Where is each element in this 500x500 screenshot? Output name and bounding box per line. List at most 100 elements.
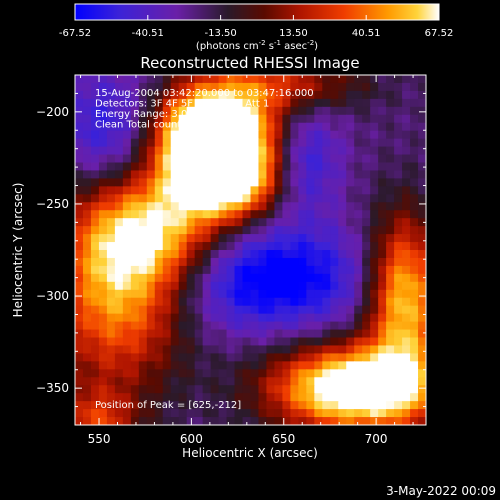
heatmap-cell	[306, 337, 315, 347]
heatmap-cell	[258, 82, 268, 92]
heatmap-cell	[75, 98, 84, 108]
heatmap-cell	[258, 75, 268, 84]
heatmap-cell	[418, 321, 426, 331]
heatmap-cell	[402, 242, 411, 251]
heatmap-cell	[178, 178, 188, 187]
heatmap-cell	[354, 337, 363, 347]
heatmap-cell	[258, 329, 268, 339]
heatmap-cell	[266, 202, 276, 211]
heatmap-cell	[130, 146, 140, 156]
heatmap-cell	[82, 75, 92, 84]
heatmap-cell	[306, 377, 315, 386]
heatmap-cell	[378, 329, 387, 339]
heatmap-cell	[362, 313, 371, 323]
heatmap-cell	[218, 257, 228, 267]
heatmap-cell	[186, 297, 196, 307]
heatmap-cell	[362, 130, 371, 140]
heatmap-cell	[218, 289, 228, 299]
heatmap-cell	[274, 289, 284, 299]
heatmap-cell	[90, 305, 100, 315]
heatmap-cell	[186, 409, 196, 418]
heatmap-cell	[186, 329, 196, 339]
heatmap-cell	[202, 273, 212, 283]
x-axis-ticks: 550 600 650 700	[80, 75, 414, 446]
heatmap-cell	[298, 114, 307, 124]
heatmap-cell	[98, 289, 108, 299]
heatmap-cell	[154, 250, 164, 259]
heatmap-cell	[82, 393, 92, 402]
heatmap-cell	[202, 75, 212, 84]
heatmap-cell	[314, 377, 323, 386]
heatmap-cell	[394, 377, 403, 386]
heatmap-cell	[162, 114, 172, 124]
heatmap-cell	[218, 345, 228, 354]
heatmap-cell	[330, 401, 339, 410]
heatmap-cell	[386, 353, 395, 362]
heatmap-cell	[226, 162, 236, 172]
heatmap-cell	[290, 178, 299, 187]
heatmap-cell	[250, 242, 260, 251]
heatmap-cell	[314, 186, 323, 195]
heatmap-cell	[162, 345, 172, 354]
heatmap-cell	[154, 393, 164, 402]
heatmap-cell	[226, 170, 236, 179]
heatmap-cell	[210, 98, 220, 108]
heatmap-cell	[418, 281, 426, 291]
heatmap-cell	[346, 281, 355, 291]
heatmap-cell	[122, 138, 132, 148]
heatmap-cell	[146, 75, 156, 84]
heatmap-cell	[290, 417, 299, 425]
heatmap-cell	[98, 385, 108, 394]
heatmap-cell	[410, 257, 419, 267]
heatmap-cell	[162, 186, 172, 195]
heatmap-cell	[170, 313, 180, 323]
heatmap-cell	[210, 377, 220, 386]
heatmap-cell	[282, 138, 291, 148]
heatmap-cell	[186, 393, 196, 402]
heatmap-cell	[82, 154, 92, 164]
heatmap-cell	[402, 234, 411, 243]
heatmap-cell	[218, 242, 228, 251]
heatmap-cell	[322, 345, 331, 354]
heatmap-cell	[154, 417, 164, 425]
heatmap-cell	[114, 265, 124, 275]
heatmap-cell	[250, 337, 260, 347]
heatmap-cell	[194, 281, 204, 291]
heatmap-cell	[194, 162, 204, 172]
heatmap-cell	[386, 186, 395, 195]
heatmap-cell	[82, 82, 92, 92]
heatmap-cell	[218, 273, 228, 283]
heatmap-cell	[194, 369, 204, 378]
heatmap-cell	[234, 75, 244, 84]
heatmap-cell	[274, 138, 284, 148]
heatmap-cell	[258, 369, 268, 378]
heatmap-cell	[354, 257, 363, 267]
heatmap-cell	[250, 281, 260, 291]
heatmap-cell	[370, 226, 379, 235]
heatmap-cell	[402, 170, 411, 179]
heatmap-cell	[410, 401, 419, 410]
heatmap-cell	[162, 313, 172, 323]
heatmap-cell	[75, 122, 84, 132]
heatmap-cell	[202, 122, 212, 132]
heatmap-cell	[402, 289, 411, 299]
heatmap-cell	[130, 122, 140, 132]
heatmap-cell	[370, 218, 379, 227]
heatmap-cell	[258, 242, 268, 251]
heatmap-cell	[410, 265, 419, 275]
heatmap-cell	[250, 385, 260, 394]
heatmap-cell	[114, 305, 124, 315]
heatmap-cell	[306, 329, 315, 339]
heatmap-cell	[346, 361, 355, 370]
heatmap-cell	[394, 130, 403, 140]
heatmap-cell	[226, 186, 236, 195]
heatmap-cell	[258, 218, 268, 227]
heatmap-cell	[250, 393, 260, 402]
heatmap-cell	[418, 82, 426, 92]
heatmap-cell	[338, 289, 347, 299]
heatmap-cell	[250, 122, 260, 132]
heatmap-cell	[370, 353, 379, 362]
heatmap-cell	[226, 154, 236, 164]
heatmap-cell	[346, 106, 355, 116]
heatmap-cell	[226, 114, 236, 124]
